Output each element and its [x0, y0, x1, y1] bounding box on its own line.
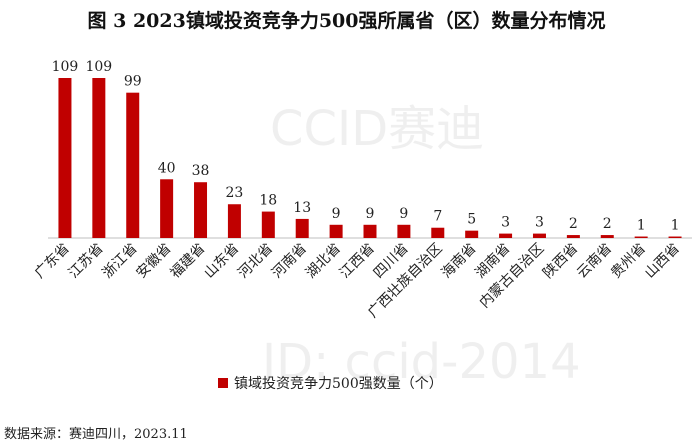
value-label-6: 18: [259, 193, 277, 209]
value-label-3: 40: [158, 160, 176, 176]
legend: 镇域投资竞争力500强数量（个）: [218, 375, 443, 392]
chart-title: 图 3 2023镇域投资竞争力500强所属省（区）数量分布情况: [87, 10, 606, 32]
category-label-16: 云南省: [574, 241, 615, 282]
category-label-18: 山西省: [642, 241, 683, 282]
category-label-12: 海南省: [438, 241, 479, 282]
bar-2: [126, 92, 140, 239]
category-label-15: 陕西省: [540, 241, 581, 282]
value-label-13: 3: [501, 215, 510, 231]
bar-12: [465, 230, 479, 238]
data-source-note: 数据来源：赛迪四川，2023.11: [4, 427, 188, 442]
value-label-11: 7: [433, 209, 442, 225]
bar-15: [566, 235, 580, 238]
value-label-1: 109: [85, 59, 112, 75]
value-label-8: 9: [332, 206, 341, 222]
value-label-5: 23: [226, 185, 244, 201]
bar-4: [194, 182, 208, 238]
value-label-10: 9: [399, 206, 408, 222]
category-label-4: 福建省: [167, 241, 208, 282]
category-label-6: 河北省: [235, 241, 276, 282]
category-label-2: 浙江省: [100, 241, 141, 282]
value-label-0: 109: [52, 59, 79, 75]
category-label-1: 江苏省: [66, 241, 107, 282]
bar-8: [329, 224, 343, 238]
value-label-2: 99: [124, 74, 142, 90]
bar-6: [261, 211, 275, 238]
value-label-14: 3: [535, 215, 544, 231]
category-label-8: 湖北省: [303, 241, 344, 282]
category-label-17: 贵州省: [608, 241, 649, 282]
value-label-15: 2: [569, 216, 578, 232]
value-label-9: 9: [366, 206, 375, 222]
watermark-layer: CCID赛迪 ID: ccid-2014: [262, 101, 581, 390]
value-label-12: 5: [467, 212, 476, 228]
category-label-0: 广东省: [32, 241, 73, 282]
bar-3: [160, 179, 174, 238]
category-labels-group: 广东省江苏省浙江省安徽省福建省山东省河北省河南省湖北省江西省四川省广西壮族自治区…: [32, 241, 683, 322]
bar-13: [499, 233, 513, 238]
value-label-18: 1: [671, 218, 680, 234]
value-label-4: 38: [192, 163, 210, 179]
bar-10: [397, 224, 411, 238]
watermark-text: CCID赛迪: [270, 101, 484, 157]
legend-swatch: [218, 378, 228, 388]
bar-5: [227, 204, 241, 238]
bar-18: [668, 236, 682, 238]
value-label-16: 2: [603, 216, 612, 232]
category-label-5: 山东省: [201, 241, 242, 282]
category-label-9: 江西省: [337, 241, 378, 282]
value-label-7: 13: [293, 200, 311, 216]
watermark-text: ID: ccid-2014: [262, 334, 581, 390]
bar-16: [600, 235, 614, 238]
bar-11: [431, 227, 445, 238]
bar-14: [532, 233, 546, 238]
bars-group: [58, 78, 682, 239]
category-label-3: 安徽省: [133, 241, 174, 282]
bar-1: [92, 78, 106, 238]
bar-0: [58, 78, 72, 238]
legend-label: 镇域投资竞争力500强数量（个）: [234, 375, 443, 392]
bar-17: [634, 236, 648, 238]
category-label-7: 河南省: [269, 241, 310, 282]
bar-7: [295, 218, 309, 238]
bar-9: [363, 224, 377, 238]
value-label-17: 1: [637, 218, 646, 234]
